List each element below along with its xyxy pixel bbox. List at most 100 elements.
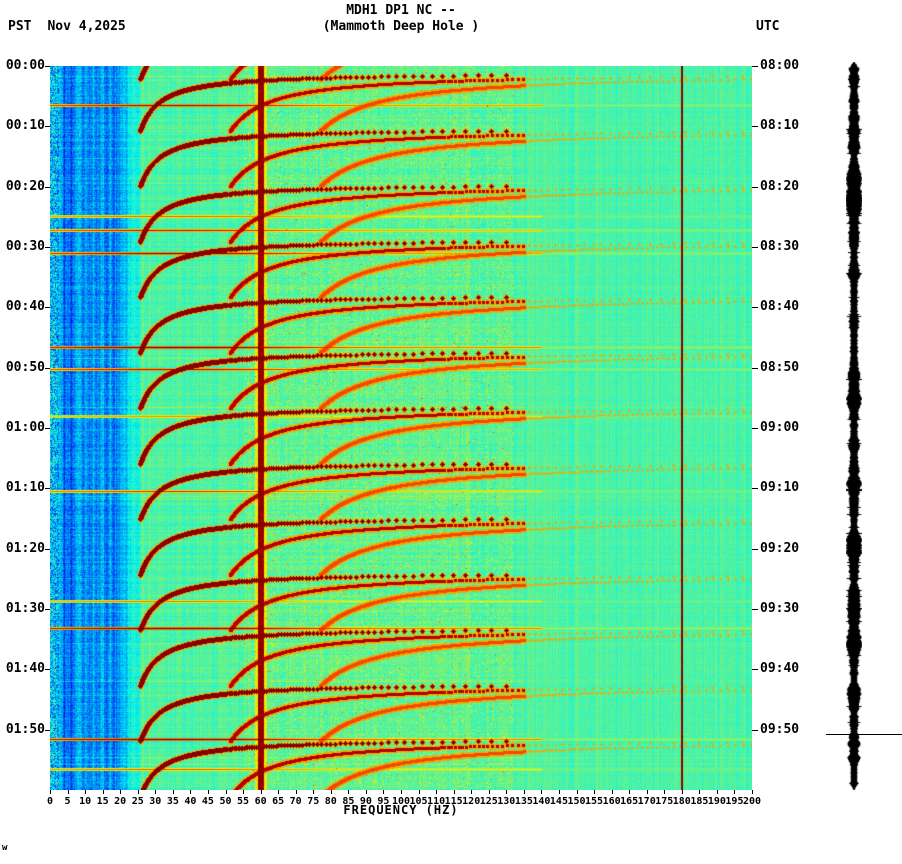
freq-tick-label: 20 [114, 796, 127, 807]
axis-tick-bottom [225, 790, 227, 794]
freq-tick-label: 5 [64, 796, 71, 807]
time-label-pst: 01:30 [5, 601, 45, 616]
freq-tick-label: 50 [219, 796, 232, 807]
x-axis-title: FREQUENCY (HZ) [343, 803, 459, 817]
station-title: MDH1 DP1 NC -- [346, 3, 456, 18]
freq-tick-label: 175 [655, 796, 674, 807]
freq-tick-label: 185 [690, 796, 709, 807]
time-label-utc: 08:40 [760, 299, 800, 315]
time-label-utc: 09:20 [760, 540, 800, 556]
axis-tick-bottom [348, 790, 350, 794]
freq-tick-label: 135 [514, 796, 533, 807]
axis-tick-bottom [664, 790, 666, 794]
spectrogram-canvas [50, 66, 752, 790]
axis-tick-bottom [488, 790, 490, 794]
freq-tick-label: 15 [96, 796, 109, 807]
freq-tick-label: 125 [479, 796, 498, 807]
time-label-pst: 00:20 [5, 178, 45, 194]
time-label-utc: 09:30 [760, 601, 800, 616]
freq-tick-label: 145 [549, 796, 568, 807]
axis-tick-left [45, 428, 50, 429]
axis-tick-right [752, 488, 758, 490]
axis-tick-bottom [243, 790, 245, 794]
time-label-utc: 09:50 [760, 721, 800, 737]
axis-tick-right [752, 186, 758, 188]
axis-tick-bottom [523, 790, 525, 794]
axis-tick-bottom [734, 790, 736, 794]
freq-tick-label: 155 [585, 796, 604, 807]
axis-tick-bottom [102, 790, 104, 794]
axis-tick-left [45, 488, 50, 490]
axis-tick-right [752, 126, 758, 128]
freq-tick-label: 60 [254, 796, 267, 807]
axis-tick-bottom [453, 790, 455, 794]
axis-tick-bottom [67, 790, 69, 794]
axis-tick-bottom [383, 790, 385, 794]
axis-tick-right [752, 548, 758, 550]
time-label-pst: 00:00 [5, 58, 45, 73]
time-label-pst: 01:40 [5, 661, 45, 677]
axis-tick-left [45, 307, 50, 309]
time-label-pst: 01:50 [5, 721, 45, 737]
freq-tick-label: 10 [79, 796, 92, 807]
axis-tick-left [45, 247, 50, 248]
freq-tick-label: 95 [377, 796, 390, 807]
freq-tick-label: 75 [307, 796, 320, 807]
axis-tick-bottom [207, 790, 209, 794]
freq-tick-label: 165 [620, 796, 639, 807]
time-label-pst: 00:10 [5, 118, 45, 134]
timezone-right-label: UTC [756, 19, 780, 34]
freq-tick-label: 0 [46, 796, 54, 807]
axis-tick-bottom [699, 790, 701, 794]
axis-tick-bottom [418, 790, 420, 794]
axis-tick-bottom [506, 790, 508, 794]
axis-tick-left [45, 669, 50, 671]
freq-tick-label: 195 [725, 796, 744, 807]
axis-tick-bottom [137, 790, 139, 794]
axis-tick-bottom [295, 790, 297, 794]
timezone-left-label: PST [8, 19, 32, 34]
freq-tick-label: 30 [149, 796, 162, 807]
axis-tick-bottom [716, 790, 718, 794]
axis-tick-bottom [120, 790, 122, 794]
freq-tick-label: 70 [289, 796, 302, 807]
freq-tick-label: 170 [637, 796, 656, 807]
axis-tick-right [752, 609, 758, 610]
axis-tick-bottom [260, 790, 262, 794]
axis-tick-bottom [681, 790, 683, 794]
axis-tick-right [752, 428, 758, 429]
freq-tick-label: 140 [532, 796, 551, 807]
time-label-pst: 00:50 [5, 359, 45, 375]
time-label-utc: 09:10 [760, 480, 800, 496]
freq-tick-label: 115 [444, 796, 463, 807]
axis-tick-bottom [330, 790, 332, 794]
axis-tick-right [752, 669, 758, 671]
date-label: Nov 4,2025 [47, 19, 126, 34]
axis-tick-bottom [155, 790, 157, 794]
freq-tick-label: 45 [201, 796, 214, 807]
axis-tick-bottom [611, 790, 613, 794]
axis-tick-bottom [541, 790, 543, 794]
axis-tick-bottom [594, 790, 596, 794]
axis-tick-bottom [401, 790, 402, 794]
freq-tick-label: 65 [272, 796, 285, 807]
axis-tick-bottom [365, 790, 367, 794]
axis-tick-bottom [436, 790, 438, 794]
freq-tick-label: 35 [166, 796, 179, 807]
freq-tick-label: 85 [342, 796, 355, 807]
axis-tick-bottom [752, 790, 753, 794]
axis-tick-bottom [629, 790, 631, 794]
axis-tick-bottom [85, 790, 87, 794]
axis-tick-bottom [313, 790, 315, 794]
amplitude-strip-canvas [846, 62, 862, 790]
time-label-pst: 01:10 [5, 480, 45, 496]
axis-tick-right [752, 729, 758, 731]
time-label-utc: 08:00 [760, 58, 800, 73]
strip-marker-line [826, 734, 902, 735]
time-label-utc: 08:30 [760, 239, 800, 254]
time-label-utc: 09:00 [760, 420, 800, 435]
axis-tick-bottom [646, 790, 648, 794]
axis-tick-bottom [558, 790, 560, 794]
axis-tick-bottom [278, 790, 280, 794]
time-label-pst: 01:00 [5, 420, 45, 435]
